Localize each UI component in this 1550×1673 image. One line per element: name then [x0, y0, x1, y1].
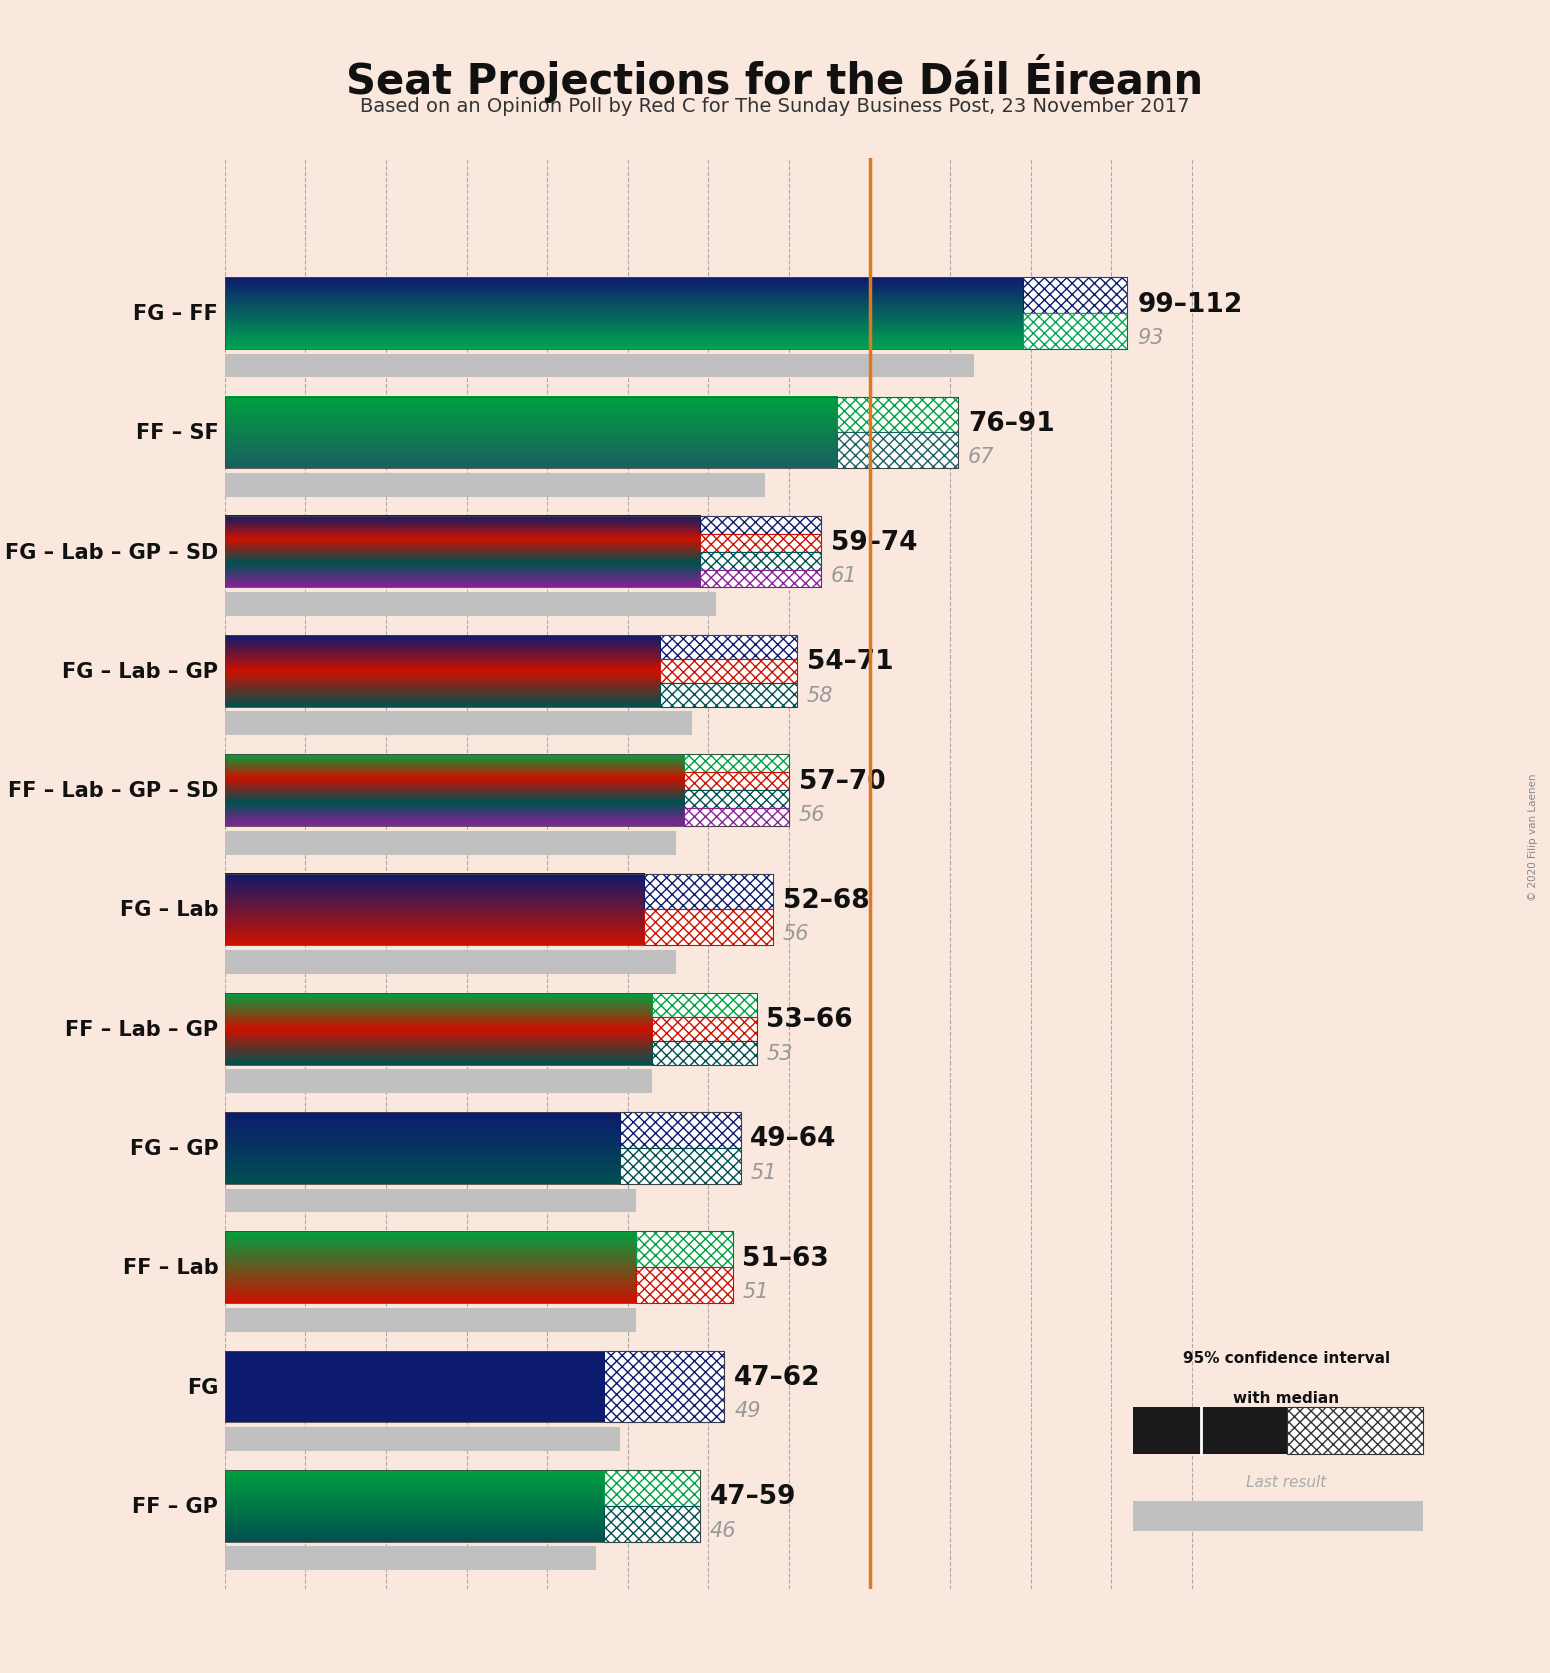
Text: FG – Lab – GP – SD: FG – Lab – GP – SD: [5, 542, 219, 562]
Text: 53–66: 53–66: [766, 1007, 853, 1032]
Bar: [225, 1308, 636, 1332]
Text: 49–64: 49–64: [750, 1126, 837, 1151]
Text: with median: with median: [1234, 1390, 1339, 1405]
Bar: [225, 1113, 741, 1184]
Bar: [701, 517, 822, 534]
Bar: [225, 1352, 603, 1422]
Bar: [603, 1471, 701, 1506]
Bar: [1133, 1501, 1423, 1531]
Text: 95% confidence interval: 95% confidence interval: [1183, 1350, 1390, 1365]
Text: FF – Lab – GP – SD: FF – Lab – GP – SD: [8, 781, 219, 801]
Bar: [643, 910, 773, 945]
Text: Last result: Last result: [1246, 1474, 1327, 1489]
Bar: [701, 552, 822, 570]
Bar: [684, 791, 789, 808]
Bar: [225, 517, 822, 587]
Bar: [225, 1546, 595, 1571]
Bar: [653, 994, 756, 1017]
Text: 99–112: 99–112: [1138, 291, 1243, 318]
Bar: [225, 873, 773, 945]
Bar: [225, 755, 789, 826]
Text: 51: 51: [742, 1282, 769, 1302]
Text: FG – Lab – GP: FG – Lab – GP: [62, 661, 219, 681]
Text: 46: 46: [710, 1519, 736, 1539]
Bar: [225, 473, 764, 497]
Bar: [660, 683, 797, 708]
Bar: [225, 636, 797, 708]
Text: FF – Lab: FF – Lab: [122, 1258, 219, 1278]
Bar: [684, 773, 789, 791]
Bar: [225, 1069, 653, 1094]
Bar: [684, 755, 789, 773]
Text: 56: 56: [798, 805, 825, 825]
Bar: [684, 808, 789, 826]
Bar: [643, 873, 773, 910]
Bar: [620, 1113, 741, 1148]
Bar: [225, 355, 975, 378]
Bar: [653, 1041, 756, 1066]
Bar: [225, 278, 1127, 350]
Text: 52–68: 52–68: [783, 887, 870, 913]
Text: 56: 56: [783, 923, 809, 944]
Bar: [225, 713, 693, 736]
Text: 93: 93: [1138, 328, 1164, 348]
Bar: [620, 1148, 741, 1184]
Bar: [1023, 278, 1127, 315]
Text: FG – GP: FG – GP: [130, 1138, 219, 1158]
Text: 61: 61: [831, 565, 857, 586]
Bar: [636, 1268, 733, 1303]
Text: 54–71: 54–71: [806, 649, 893, 674]
Bar: [225, 831, 676, 855]
Text: FF – Lab – GP: FF – Lab – GP: [65, 1019, 219, 1039]
Text: 47–62: 47–62: [735, 1363, 820, 1390]
Text: Seat Projections for the Dáil Éireann: Seat Projections for the Dáil Éireann: [347, 54, 1203, 102]
Bar: [225, 950, 676, 974]
Bar: [1023, 315, 1127, 350]
Bar: [660, 636, 797, 659]
Bar: [603, 1506, 701, 1543]
Bar: [1133, 1407, 1286, 1454]
Bar: [225, 1352, 724, 1422]
Text: 59–74: 59–74: [831, 530, 918, 555]
Text: 53: 53: [766, 1042, 794, 1062]
Bar: [225, 994, 756, 1066]
Bar: [837, 398, 958, 433]
Bar: [837, 433, 958, 468]
Bar: [636, 1231, 733, 1268]
Bar: [701, 534, 822, 552]
Text: FG: FG: [188, 1377, 219, 1397]
Bar: [660, 659, 797, 684]
Text: Based on an Opinion Poll by Red C for The Sunday Business Post, 23 November 2017: Based on an Opinion Poll by Red C for Th…: [360, 97, 1190, 115]
Bar: [701, 570, 822, 587]
Text: FF – GP: FF – GP: [132, 1496, 219, 1516]
Bar: [603, 1352, 724, 1422]
Bar: [225, 1231, 733, 1303]
Text: FG – Lab: FG – Lab: [119, 900, 219, 920]
Bar: [1286, 1407, 1423, 1454]
Text: 51–63: 51–63: [742, 1245, 829, 1271]
Text: 51: 51: [750, 1163, 777, 1183]
Bar: [225, 1427, 620, 1450]
Text: 76–91: 76–91: [967, 410, 1054, 437]
Text: 58: 58: [806, 686, 834, 706]
Bar: [225, 1190, 636, 1213]
Text: 47–59: 47–59: [710, 1484, 797, 1509]
Bar: [225, 398, 958, 468]
Text: FF – SF: FF – SF: [135, 423, 219, 443]
Bar: [225, 592, 716, 617]
Text: © 2020 Filip van Laenen: © 2020 Filip van Laenen: [1528, 773, 1538, 900]
Bar: [653, 1017, 756, 1041]
Bar: [225, 1471, 701, 1543]
Text: 67: 67: [967, 447, 995, 467]
Text: 57–70: 57–70: [798, 768, 885, 795]
Text: FG – FF: FG – FF: [133, 304, 219, 325]
Text: 49: 49: [735, 1400, 761, 1420]
